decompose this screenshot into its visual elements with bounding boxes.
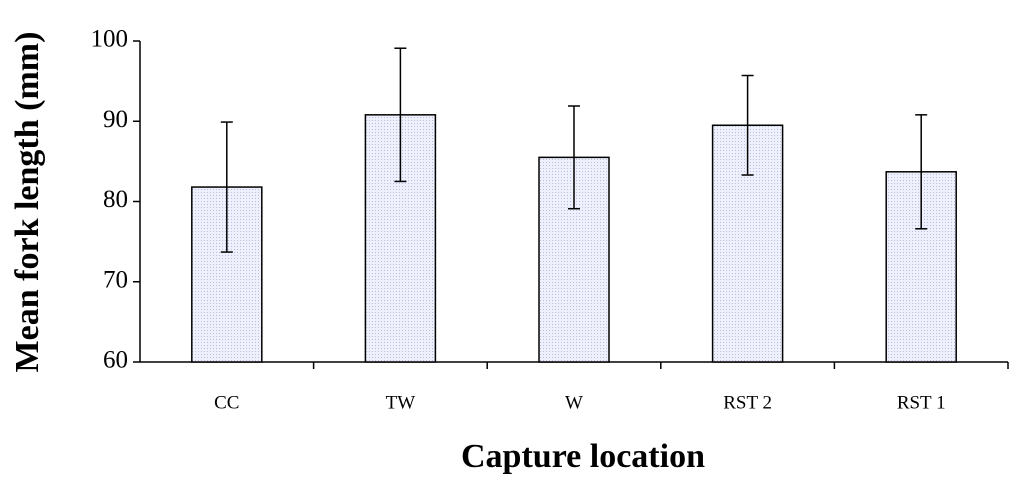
error-bar: [568, 105, 580, 210]
y-tick-label: 100: [91, 26, 129, 53]
x-axis-title: Capture location: [461, 438, 705, 475]
y-tick-label: 90: [103, 106, 128, 133]
error-bar: [394, 47, 407, 183]
y-tick-label: 70: [103, 266, 128, 293]
y-tick-label: 80: [103, 186, 128, 213]
error-bar: [220, 121, 233, 253]
y-axis-title: Mean fork length (mm): [9, 32, 46, 373]
error-bar: [915, 114, 928, 230]
x-tick-label: W: [565, 392, 583, 413]
x-tick-label: TW: [386, 392, 416, 413]
x-tick-label: RST 2: [723, 392, 772, 413]
error-bar: [741, 74, 754, 176]
x-tick-label: CC: [214, 392, 239, 413]
x-tick-label: RST 1: [897, 392, 946, 413]
y-tick-label: 60: [103, 347, 128, 374]
